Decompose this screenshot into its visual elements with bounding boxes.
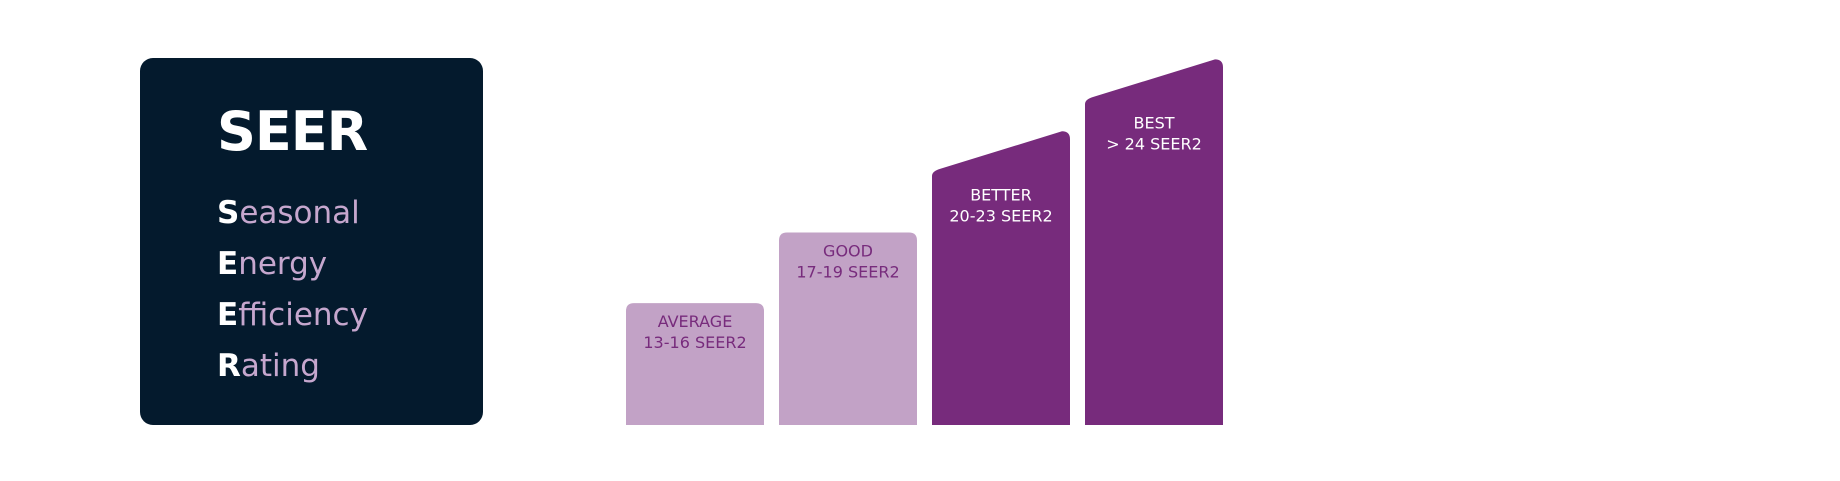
bar-range-label: 17-19 SEER2 [796, 262, 899, 281]
bar-best [1085, 59, 1223, 425]
bar-category-label: BEST [1133, 113, 1174, 132]
acronym-row-rating: Rating [217, 341, 368, 392]
bars-group [626, 59, 1223, 425]
acronym-rest: nergy [238, 246, 328, 282]
card-title: SEER [217, 100, 368, 163]
bar-better [932, 131, 1070, 425]
seer-definition-card: SEER Seasonal Energy Efficiency Rating [140, 58, 483, 425]
bar-range-label: > 24 SEER2 [1106, 134, 1202, 153]
bar-category-label: AVERAGE [658, 312, 733, 331]
acronym-rest: fficiency [238, 297, 368, 333]
acronym-list: Seasonal Energy Efficiency Rating [217, 188, 368, 392]
acronym-initial: S [217, 195, 240, 231]
acronym-rest: ating [240, 348, 320, 384]
acronym-rest: easonal [239, 195, 360, 231]
bar-category-label: BETTER [970, 185, 1032, 204]
bar-good [779, 232, 917, 425]
acronym-initial: E [217, 297, 239, 333]
acronym-row-seasonal: Seasonal [217, 188, 368, 239]
acronym-row-efficiency: Efficiency [217, 290, 368, 341]
acronym-initial: E [217, 246, 239, 282]
acronym-initial: R [217, 348, 241, 384]
bar-average [626, 303, 764, 425]
labels-group: AVERAGE 13-16 SEER2 GOOD 17-19 SEER2 BETTER 2… [643, 113, 1201, 352]
bar-range-label: 20-23 SEER2 [949, 206, 1052, 225]
acronym-row-energy: Energy [217, 239, 368, 290]
bar-category-label: GOOD [823, 241, 873, 260]
bar-range-label: 13-16 SEER2 [643, 333, 746, 352]
